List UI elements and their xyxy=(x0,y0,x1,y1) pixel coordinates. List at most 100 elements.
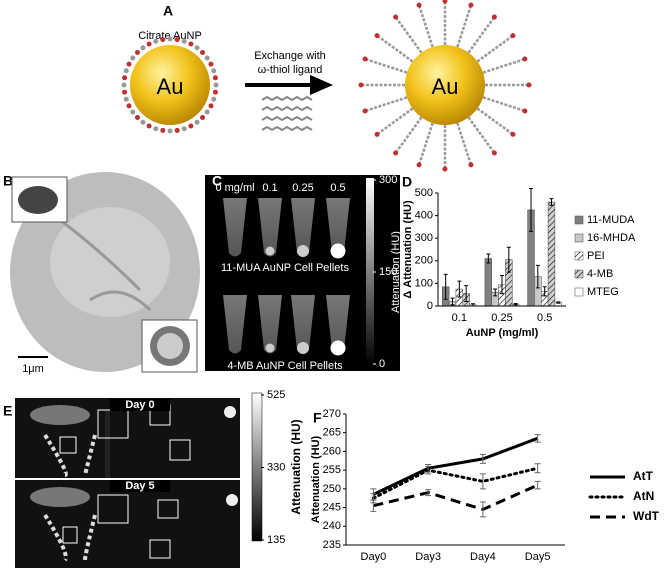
legend-swatch xyxy=(574,287,584,297)
core-label: Au xyxy=(157,74,184,99)
y-tick-label: 265 xyxy=(323,427,341,439)
citrate xyxy=(167,128,173,134)
citrate xyxy=(140,45,146,51)
ligand-end xyxy=(510,33,516,39)
y-tick-label: 100 xyxy=(415,277,433,289)
caption: Citrate AuNP xyxy=(138,30,202,42)
error-bar xyxy=(500,274,504,295)
legend-label: 4-MB xyxy=(587,268,613,280)
error-bar xyxy=(425,489,432,497)
gold-core xyxy=(130,45,210,125)
ligand-end xyxy=(416,162,422,168)
error-bar xyxy=(479,473,486,490)
cell-pellets xyxy=(223,198,350,356)
citrate xyxy=(134,49,140,55)
citrate xyxy=(153,38,159,44)
ligand-end xyxy=(468,162,474,168)
bar-hatch xyxy=(505,259,513,306)
concentration-label: 0.5 xyxy=(330,182,345,194)
x-tick-label: 0.25 xyxy=(491,312,512,324)
ligand xyxy=(418,122,434,164)
x-axis-label: AuNP (mg/ml) xyxy=(466,327,539,339)
line xyxy=(373,483,539,512)
axes xyxy=(437,193,566,307)
concentration-label: 0.25 xyxy=(292,182,313,194)
ligand-end xyxy=(358,82,364,88)
citrate xyxy=(174,127,180,133)
ligand-end xyxy=(522,56,528,62)
ligand xyxy=(456,122,472,164)
legend-label: PEI xyxy=(587,250,605,262)
citrate xyxy=(208,61,214,67)
panel-label: A xyxy=(163,3,173,19)
ligand xyxy=(467,116,495,153)
legend-swatch xyxy=(574,233,584,243)
citrate xyxy=(213,82,219,88)
day-label: Day 5 xyxy=(125,480,154,492)
error-bar xyxy=(464,285,469,302)
citrate xyxy=(212,75,218,81)
y-tick-label: 200 xyxy=(415,255,433,267)
gold-core xyxy=(405,45,485,125)
ligand xyxy=(456,6,472,48)
ligand xyxy=(366,58,408,74)
legend-hatch xyxy=(575,252,583,260)
ligand-end xyxy=(526,82,532,88)
header-bg xyxy=(110,480,170,492)
y-tick-label: 500 xyxy=(415,187,433,199)
citrate xyxy=(121,82,127,88)
citrate xyxy=(174,37,180,43)
legend-label: AtT xyxy=(633,469,654,483)
error-bar xyxy=(535,264,540,289)
pellet xyxy=(297,245,309,257)
citrate xyxy=(200,49,206,55)
error-bar xyxy=(450,297,455,306)
tube xyxy=(291,295,315,354)
y-tick-label: 270 xyxy=(323,408,341,420)
ligand-shell xyxy=(358,0,532,172)
ligand xyxy=(377,35,414,63)
tube xyxy=(326,198,350,257)
citrate xyxy=(122,75,128,81)
ligand xyxy=(482,96,524,112)
ct-slices xyxy=(15,398,240,568)
y-tick-label: 240 xyxy=(323,520,341,532)
pellet xyxy=(330,340,346,356)
pellet xyxy=(330,243,346,259)
tube xyxy=(223,295,247,354)
citrate xyxy=(122,89,128,95)
pellet xyxy=(265,343,275,353)
y-tick-label: 0 xyxy=(427,300,433,312)
x-tick-label: Day0 xyxy=(361,551,387,563)
colorbar xyxy=(366,178,374,365)
citrate xyxy=(181,126,187,132)
x-tick-label: 0.1 xyxy=(452,312,467,324)
panel-label: D xyxy=(402,174,412,190)
error-bar xyxy=(534,463,541,474)
error-bar xyxy=(513,303,518,306)
day-label: Day 0 xyxy=(125,399,154,411)
ligand-end xyxy=(442,0,448,4)
colorbar-label: Attenuation (HU) xyxy=(390,231,402,313)
ligand-end xyxy=(393,14,399,20)
citrate xyxy=(160,127,166,133)
ligand-end xyxy=(522,108,528,114)
colorbar-tick-label: 0 xyxy=(379,358,385,370)
error-bar xyxy=(493,288,498,297)
arrow xyxy=(245,74,333,96)
legend-swatch xyxy=(574,215,584,225)
y-tick-label: 260 xyxy=(323,445,341,457)
y-axis-label: Attenuation (HU) xyxy=(310,435,322,523)
legend-label: 11-MUDA xyxy=(587,214,635,226)
ligand-end xyxy=(362,56,368,62)
y-tick-label: 400 xyxy=(415,210,433,222)
pellet xyxy=(297,342,309,354)
bar-hatch xyxy=(541,291,549,306)
tube xyxy=(223,198,247,257)
tube xyxy=(291,198,315,257)
ligand xyxy=(467,17,495,54)
ligand xyxy=(476,35,513,63)
citrate xyxy=(126,61,132,67)
ligand xyxy=(395,116,423,153)
ligand-end xyxy=(362,108,368,114)
